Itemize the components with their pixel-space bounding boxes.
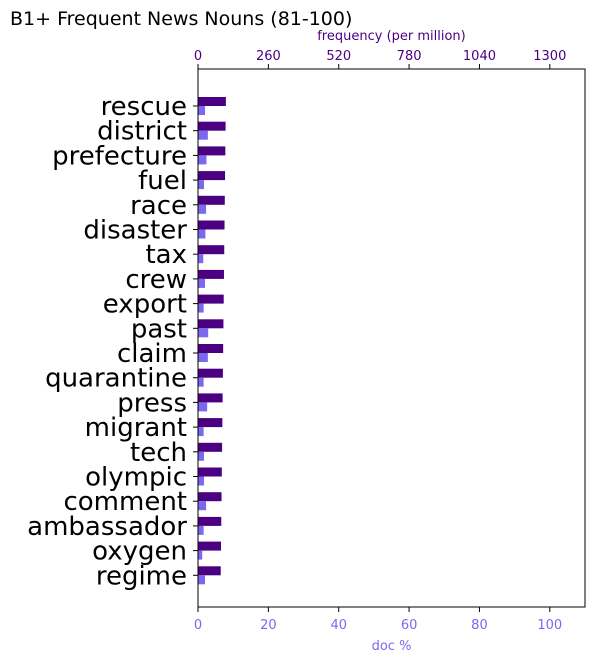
bar-frequency xyxy=(198,541,222,551)
bar-doc-percent xyxy=(198,476,204,486)
bottom-tick-label: 0 xyxy=(194,618,202,633)
category-label: rescue xyxy=(101,92,187,122)
category-label: export xyxy=(103,290,187,320)
bar-frequency xyxy=(198,220,225,230)
chart-title: B1+ Frequent News Nouns (81-100) xyxy=(10,8,352,30)
category-label: tech xyxy=(130,438,187,468)
category-label: regime xyxy=(96,561,187,591)
bar-frequency xyxy=(198,418,223,428)
bar-frequency xyxy=(198,245,225,255)
bar-frequency xyxy=(198,344,224,353)
bar-doc-percent xyxy=(198,204,207,214)
top-tick-label: 1300 xyxy=(533,49,566,64)
bar-frequency xyxy=(198,195,225,205)
bottom-axis-label: doc % xyxy=(372,639,412,654)
bar-doc-percent xyxy=(198,106,206,115)
category-label: oxygen xyxy=(92,537,187,567)
bar-doc-percent xyxy=(198,525,204,535)
bar-frequency xyxy=(198,97,226,106)
top-tick-label: 260 xyxy=(256,49,281,64)
bar-doc-percent xyxy=(198,427,204,437)
bar-frequency xyxy=(198,319,224,329)
bar-doc-percent xyxy=(198,254,204,264)
bar-frequency xyxy=(198,294,224,304)
bar-doc-percent xyxy=(198,377,204,387)
top-axis: 0 260 520 780 1040 1300 xyxy=(194,49,566,69)
bar-doc-percent xyxy=(198,180,204,190)
top-tick-label: 0 xyxy=(194,49,202,64)
bar-frequency xyxy=(198,393,223,403)
category-label: disaster xyxy=(83,216,187,246)
bar-doc-percent xyxy=(198,155,207,165)
bar-frequency xyxy=(198,442,223,452)
category-label: race xyxy=(130,191,187,221)
bar-frequency xyxy=(198,492,222,502)
bar-doc-percent xyxy=(198,501,207,511)
category-label: comment xyxy=(63,487,187,517)
bar-frequency xyxy=(198,121,226,131)
top-tick-label: 780 xyxy=(397,49,422,64)
category-label: crew xyxy=(125,265,187,295)
bottom-tick-label: 40 xyxy=(330,618,347,633)
bar-doc-percent xyxy=(198,278,206,288)
plot-frame xyxy=(197,68,586,608)
bar-doc-percent xyxy=(198,402,208,412)
category-label: quarantine xyxy=(45,364,187,394)
bar-doc-percent xyxy=(198,303,204,313)
category-label: ambassador xyxy=(27,512,187,542)
bar-doc-percent xyxy=(198,451,204,461)
category-label: past xyxy=(131,314,187,344)
top-tick-label: 520 xyxy=(326,49,351,64)
category-label: fuel xyxy=(138,166,187,196)
bar-doc-percent xyxy=(198,130,208,140)
category-label: tax xyxy=(145,240,187,270)
bar-frequency xyxy=(198,516,222,526)
bar-frequency xyxy=(198,171,226,181)
bar-doc-percent xyxy=(198,550,203,560)
category-labels: rescuedistrictprefecturefuelracedisaster… xyxy=(27,92,198,591)
bar-frequency xyxy=(198,368,223,378)
bar-frequency xyxy=(198,146,226,156)
bottom-tick-label: 100 xyxy=(537,618,562,633)
bar-frequency xyxy=(198,269,224,279)
bottom-axis: 0 20 40 60 80 100 xyxy=(194,607,562,633)
bar-doc-percent xyxy=(198,353,208,362)
bar-frequency xyxy=(198,566,221,576)
bar-doc-percent xyxy=(198,575,206,585)
category-label: press xyxy=(117,388,187,418)
category-label: district xyxy=(97,117,187,147)
bar-doc-percent xyxy=(198,229,206,239)
bar-frequency xyxy=(198,467,222,477)
category-label: claim xyxy=(117,339,187,369)
bottom-tick-label: 20 xyxy=(260,618,277,633)
top-tick-label: 1040 xyxy=(463,49,496,64)
top-axis-label: frequency (per million) xyxy=(317,29,466,44)
category-label: olympic xyxy=(85,463,187,493)
bottom-tick-label: 80 xyxy=(471,618,488,633)
bottom-tick-label: 60 xyxy=(401,618,418,633)
category-label: migrant xyxy=(85,413,187,443)
bars xyxy=(198,97,226,585)
category-label: prefecture xyxy=(52,141,187,171)
bar-doc-percent xyxy=(198,328,209,338)
